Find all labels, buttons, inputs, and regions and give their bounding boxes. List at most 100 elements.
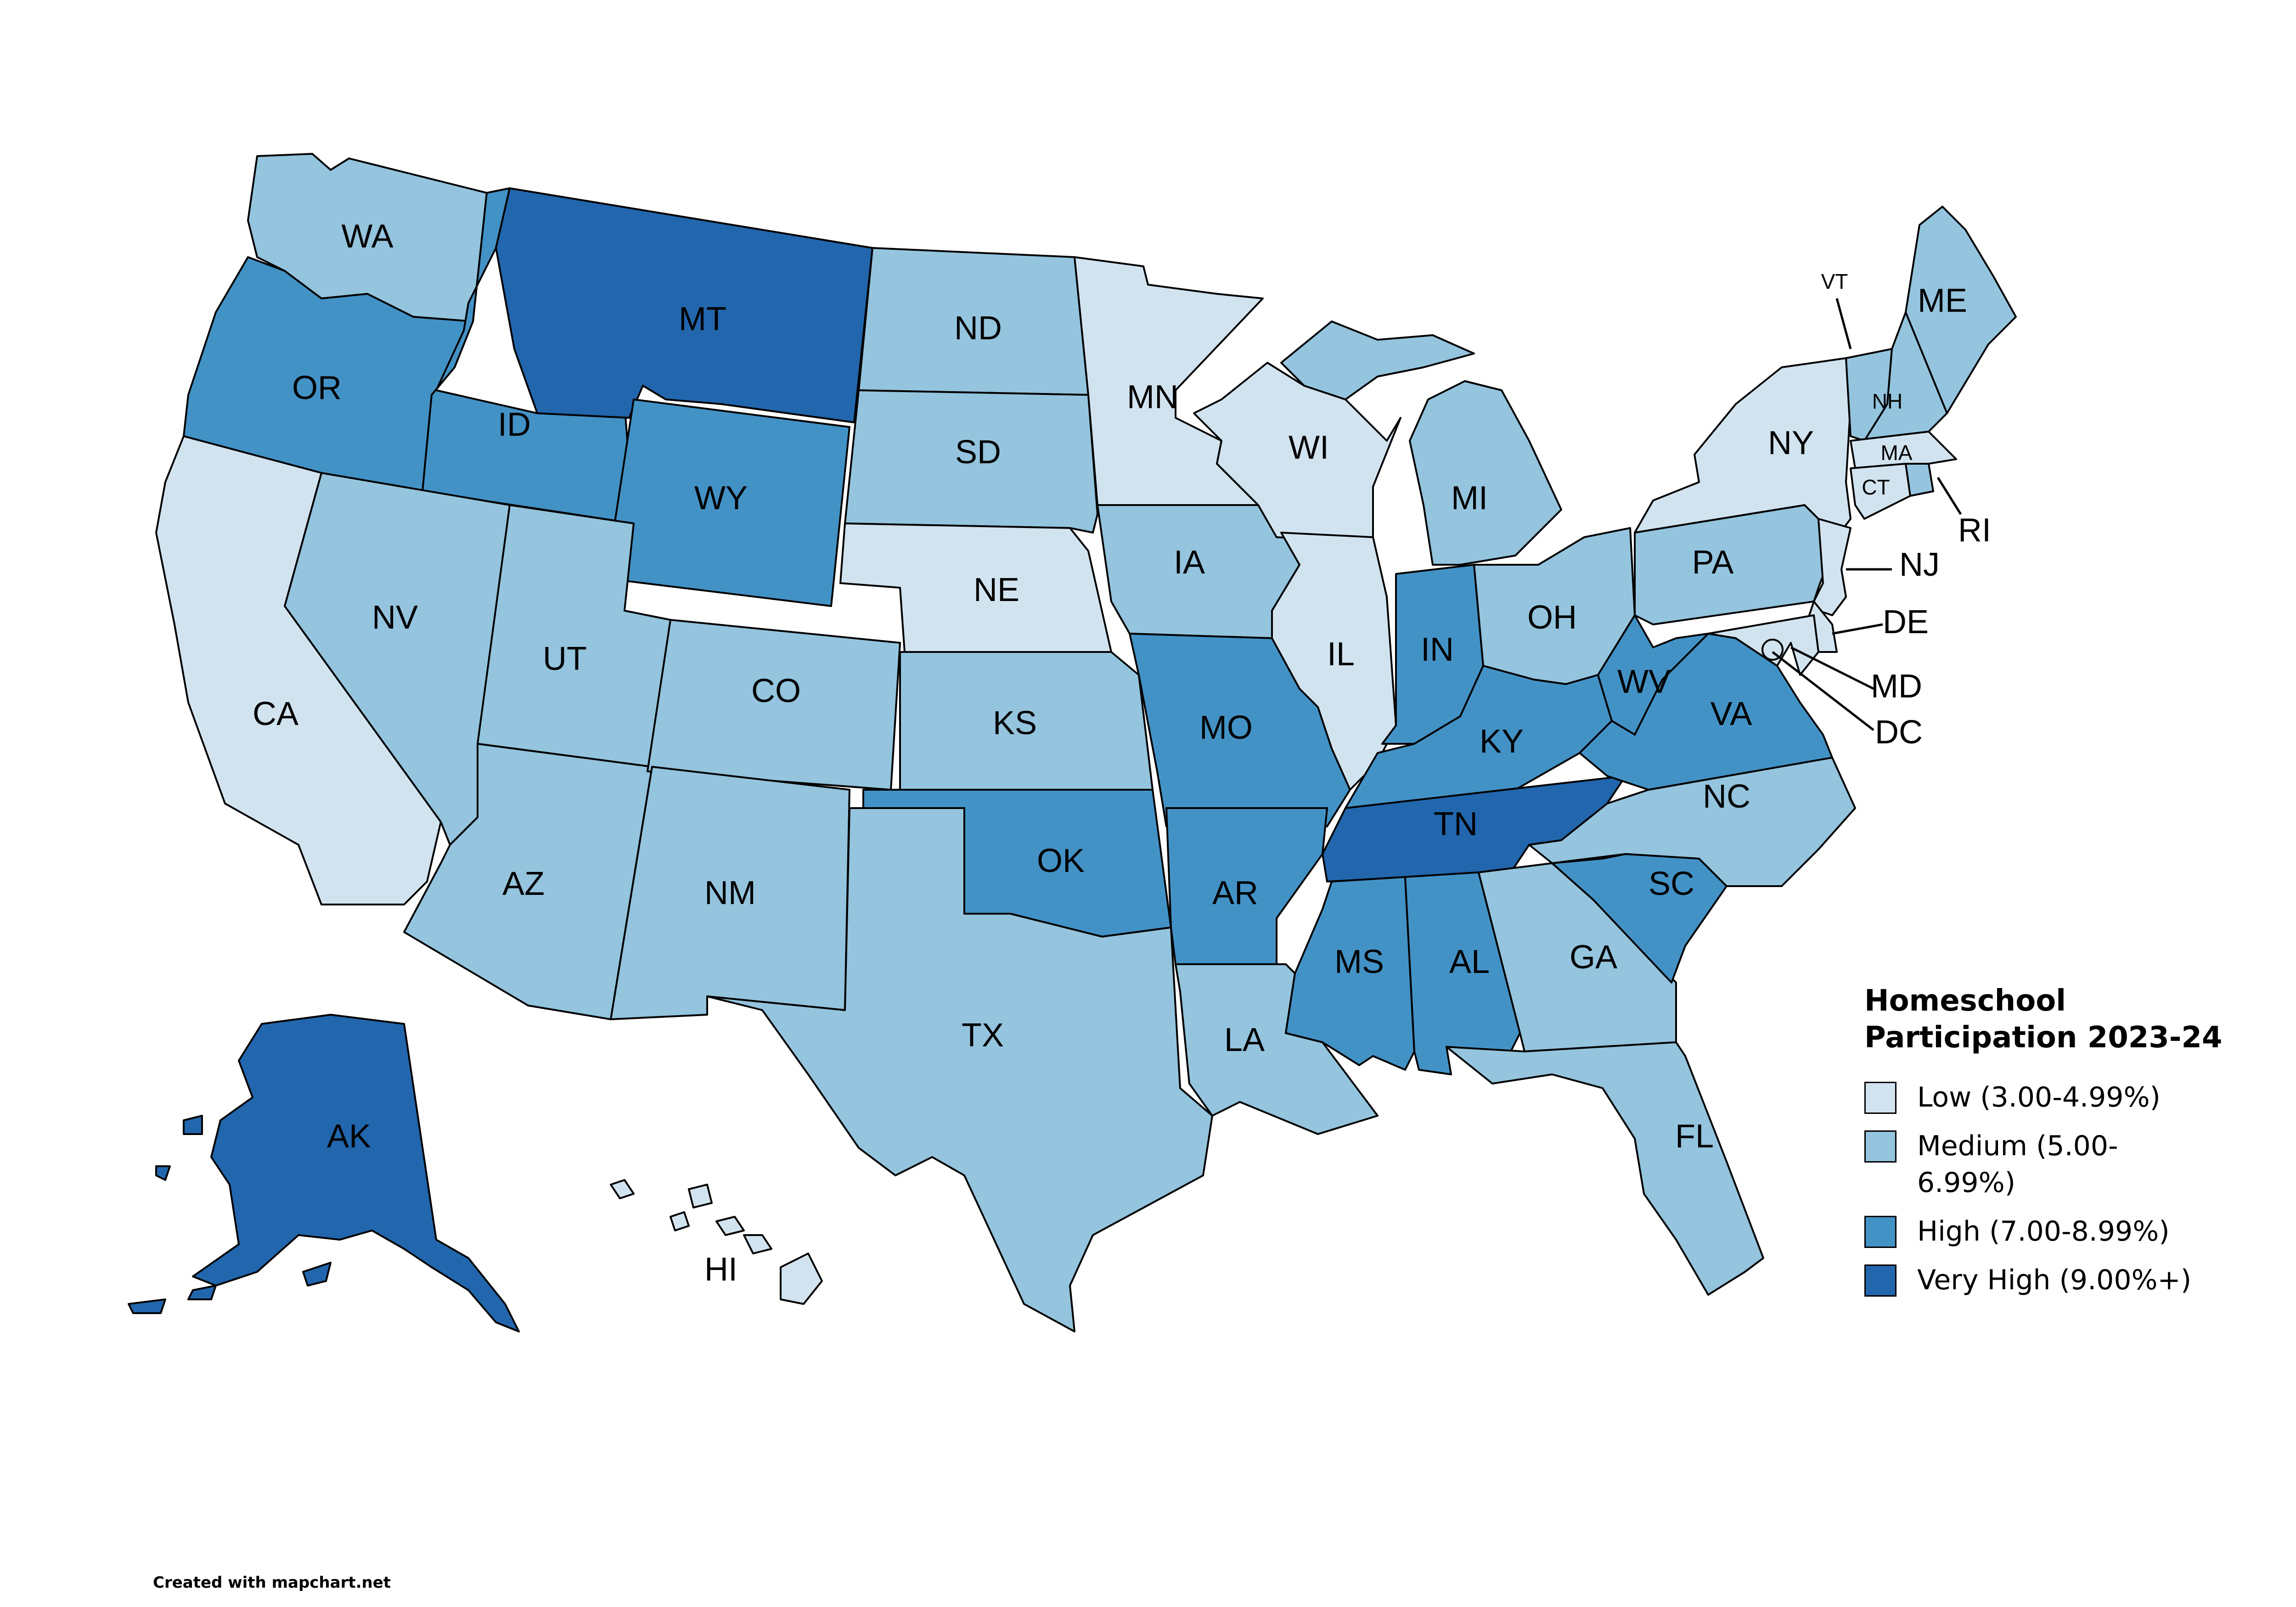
callout-leader-line [1832,623,1883,635]
legend-item: Very High (9.00%+) [1864,1262,2278,1298]
state-ak [192,1014,520,1332]
state-label-ky: KY [1480,723,1524,760]
state-ak-island-4 [183,1115,203,1135]
state-tx [706,807,1213,1332]
state-label-ut: UT [543,641,587,677]
state-label-va: VA [1711,696,1752,732]
state-label-sc: SC [1649,865,1694,902]
state-label-wv: WV [1617,663,1671,700]
state-label-ne: NE [974,572,1019,608]
state-wy [605,399,850,607]
state-label-nh: NH [1872,389,1902,413]
state-ak-island-3 [302,1262,332,1287]
legend-item: Low (3.00-4.99%) [1864,1079,2278,1116]
state-label-tn: TN [1434,806,1478,843]
legend: Homeschool Participation 2023-24 Low (3.… [1864,983,2278,1310]
state-label-co: CO [751,673,801,709]
legend-item: High (7.00-8.99%) [1864,1213,2278,1250]
state-il [1271,532,1397,791]
state-label-nv: NV [372,599,418,636]
state-label-al: AL [1449,944,1490,980]
state-label-id: ID [498,406,531,443]
state-label-wy: WY [694,480,748,517]
state-nj [1813,518,1851,616]
callout-leader-line [1772,651,1874,731]
legend-item: Medium (5.00-6.99%) [1864,1128,2278,1201]
state-hi [780,1253,823,1305]
legend-swatch [1864,1216,1896,1248]
state-label-ms: MS [1334,944,1384,980]
callout-leader-line [1790,646,1874,690]
state-ar [1165,807,1328,965]
state-label-ok: OK [1037,843,1085,879]
state-label-il: IL [1327,636,1355,673]
state-label-nm: NM [704,875,756,911]
state-label-hi: HI [704,1251,737,1288]
state-label-ga: GA [1570,939,1617,976]
state-label-ia: IA [1174,544,1205,581]
state-mi-upper [1280,320,1475,400]
state-mi [1409,380,1562,566]
legend-swatch [1864,1264,1896,1297]
state-me [1905,206,2017,414]
state-label-mo: MO [1199,709,1253,746]
state-label-in: IN [1421,631,1454,668]
state-label-nj: NJ [1899,546,1940,583]
state-label-ar: AR [1212,875,1258,911]
state-label-dc: DC [1875,714,1923,751]
state-label-mt: MT [679,301,726,337]
state-label-la: LA [1224,1022,1265,1058]
state-label-az: AZ [502,865,545,902]
state-wv [1597,614,1709,736]
legend-swatch [1864,1130,1896,1163]
state-la [1175,963,1379,1135]
legend-label: High (7.00-8.99%) [1917,1215,2170,1247]
callout-leader-line [1936,477,1962,515]
state-label-fl: FL [1675,1118,1714,1155]
state-label-ca: CA [253,696,298,732]
state-ak-island-1 [128,1298,166,1314]
state-nc [1528,757,1856,887]
state-label-ks: KS [993,705,1037,742]
state-label-ak: AK [327,1118,371,1155]
state-label-mn: MN [1127,379,1178,416]
state-label-vt: VT [1821,270,1848,293]
state-label-pa: PA [1692,544,1734,581]
legend-label: Very High (9.00%+) [1917,1264,2192,1296]
state-hi-island-5 [610,1179,635,1199]
state-hi-island-2 [670,1211,690,1231]
state-label-oh: OH [1527,599,1577,636]
state-label-me: ME [1918,282,1967,319]
state-label-sd: SD [955,434,1001,471]
state-mt [495,187,873,423]
callout-leader-line [1835,298,1852,349]
state-label-ri: RI [1958,512,1991,549]
state-hi-island-3 [715,1216,745,1236]
state-label-tx: TX [962,1017,1004,1054]
legend-label: Medium (5.00-6.99%) [1917,1130,2118,1199]
state-label-de: DE [1883,604,1929,641]
state-label-wa: WA [341,218,393,255]
state-ri [1905,463,1934,497]
state-fl [1446,1041,1764,1296]
state-label-ny: NY [1768,425,1814,461]
legend-swatch [1864,1082,1896,1114]
state-label-nd: ND [954,310,1002,347]
state-ks [899,651,1154,791]
state-label-ct: CT [1862,475,1890,499]
state-label-nc: NC [1703,778,1750,815]
state-label-mi: MI [1451,480,1488,517]
state-ak-island-5 [155,1165,171,1181]
credit-text: Created with mapchart.net [153,1573,391,1592]
state-label-md: MD [1871,668,1922,705]
state-hi-island-4 [743,1234,772,1254]
state-label-wi: WI [1289,429,1329,466]
state-label-or: OR [292,370,342,406]
state-ct [1850,463,1911,520]
state-hi-island-1 [688,1184,713,1208]
legend-label: Low (3.00-4.99%) [1917,1081,2161,1113]
state-label-ma: MA [1881,441,1913,465]
state-ak-island-2 [187,1285,217,1300]
legend-title: Homeschool Participation 2023-24 [1864,984,2223,1055]
